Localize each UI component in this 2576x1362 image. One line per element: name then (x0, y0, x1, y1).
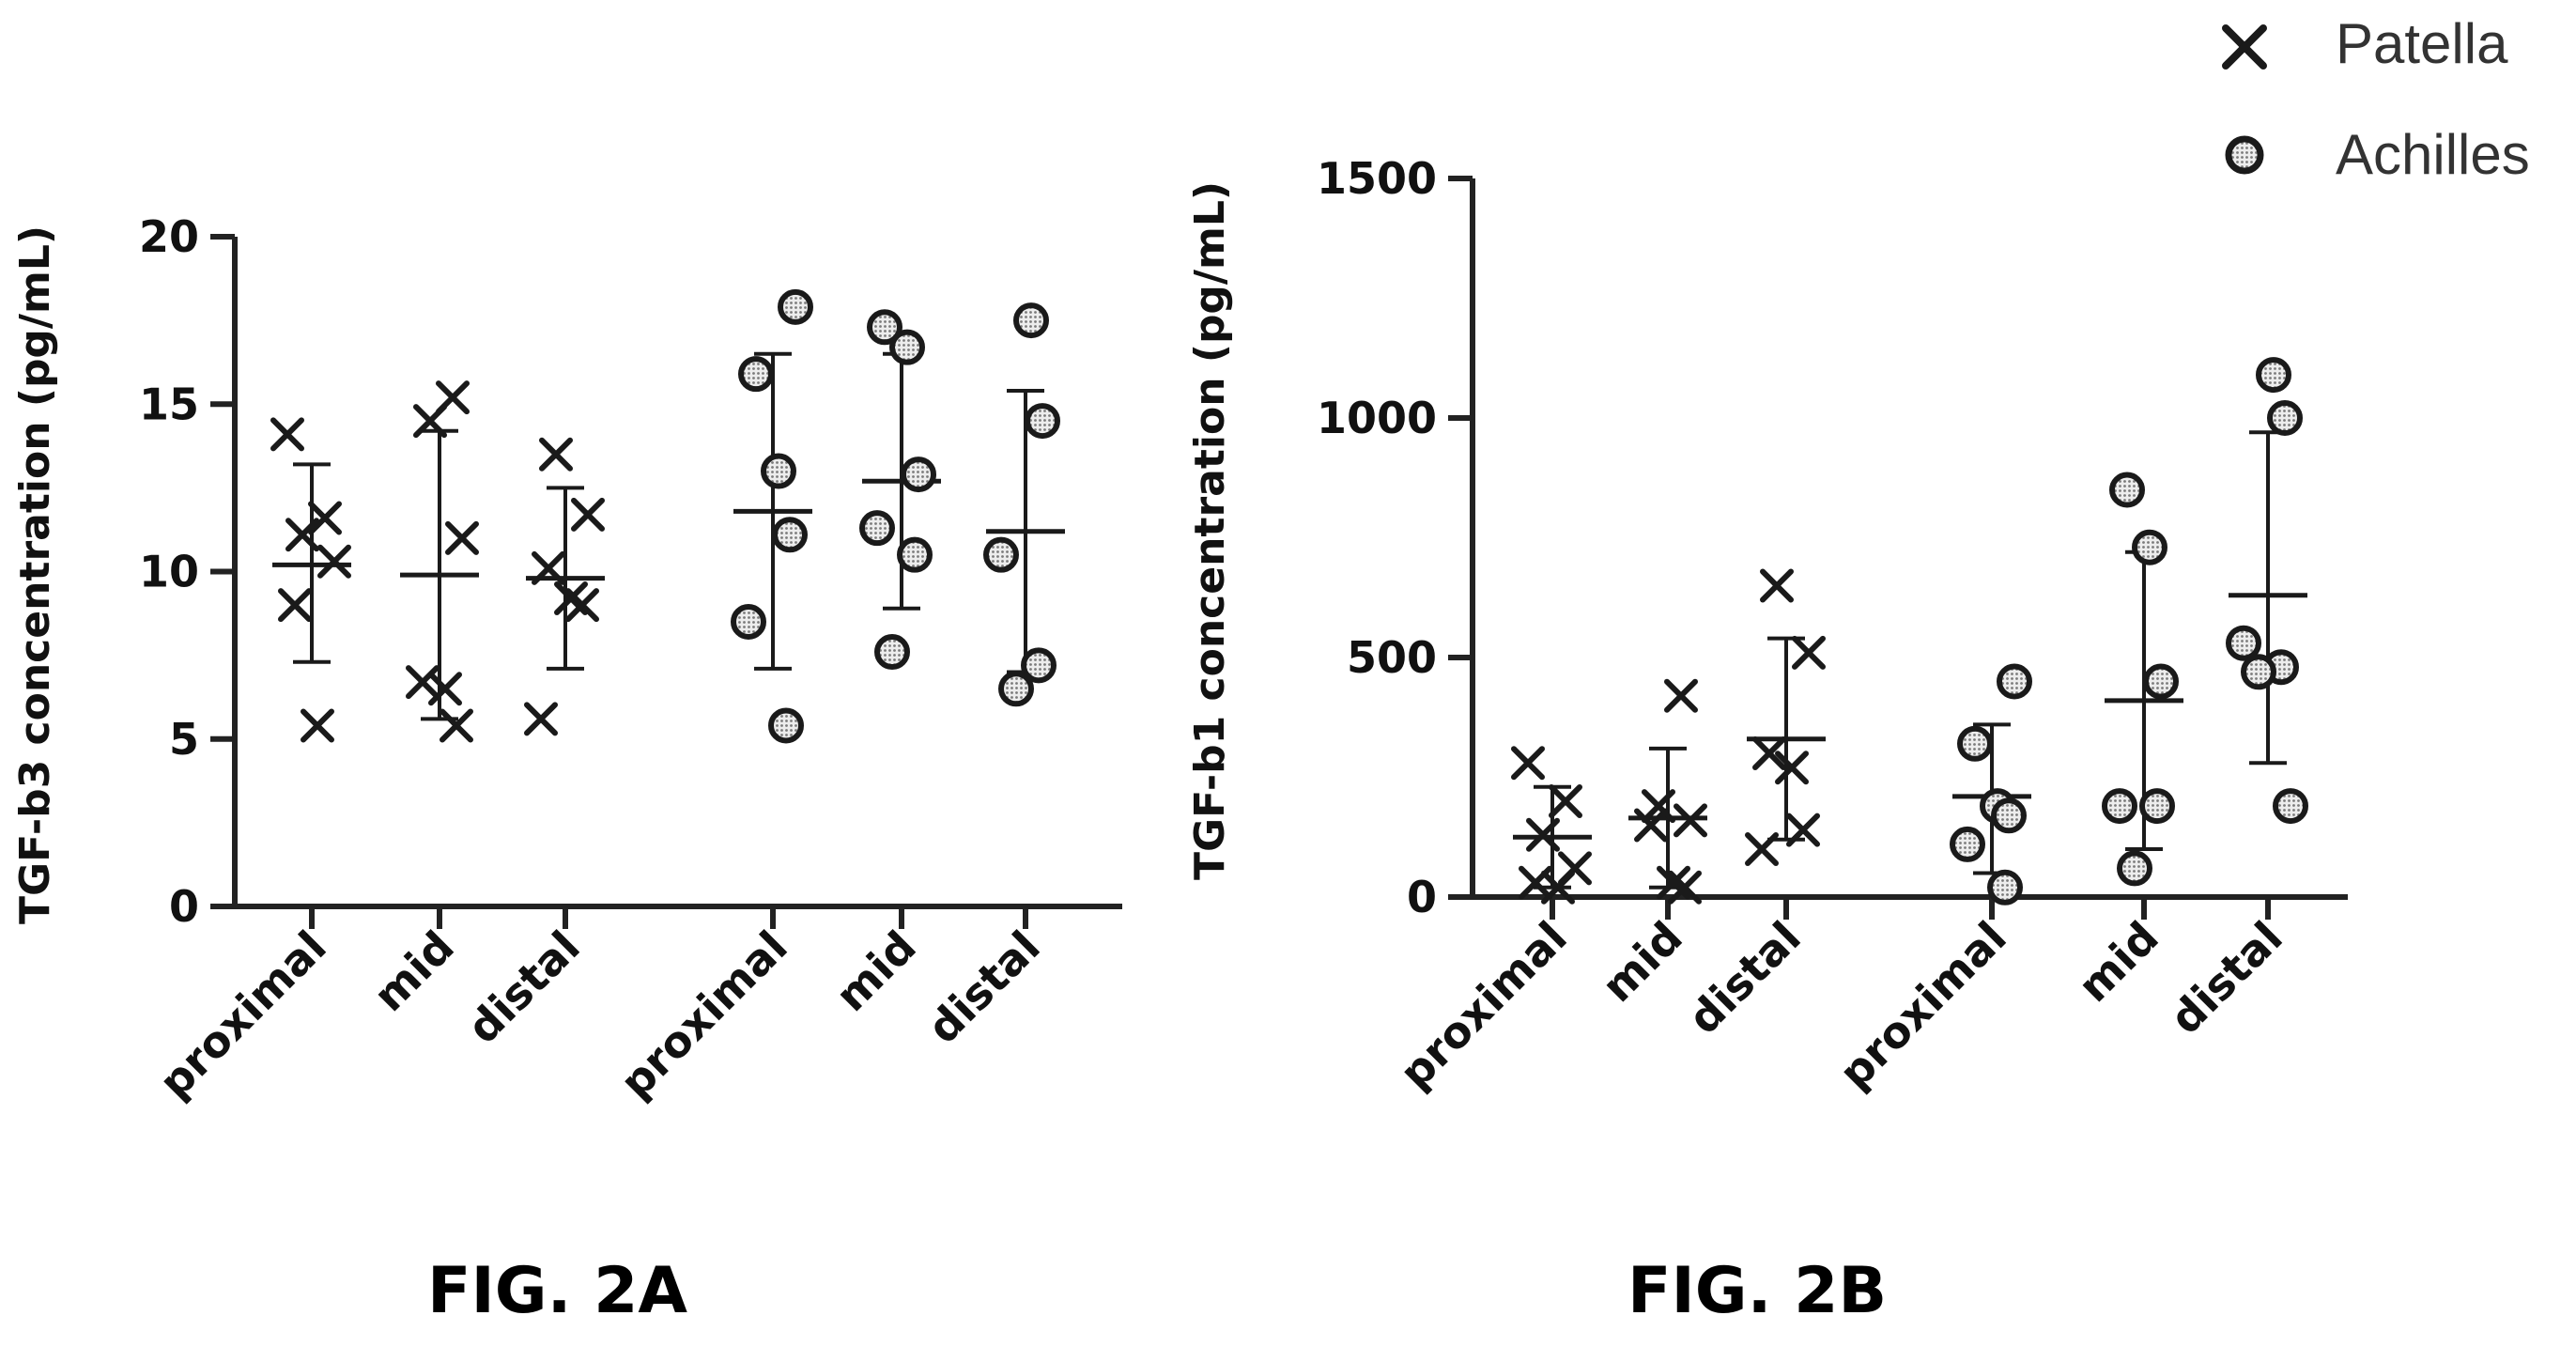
chart-2a-point-patella (571, 497, 605, 532)
chart-2a-point-patella (565, 588, 599, 623)
chart-2a-xtick-label: mid (363, 921, 464, 1022)
chart-2a-point-patella (285, 518, 319, 552)
chart-2a-xtick-label: mid (825, 921, 926, 1022)
chart-2b-point-patella (1745, 832, 1779, 866)
chart-2a-xtick-label: distal (918, 921, 1050, 1054)
chart-2a-point-patella (524, 702, 558, 736)
chart-2b-xtick-label: distal (1678, 912, 1811, 1045)
chart-2a-point-patella (440, 708, 473, 743)
chart-2b-point-patella (1775, 751, 1809, 785)
chart-2a-point-patella (270, 417, 304, 452)
chart-2a-point-achilles (1025, 403, 1060, 440)
chart-2a-xtick-label: proximal (610, 921, 797, 1108)
chart-2a-point-achilles (874, 634, 910, 671)
chart-2a-ytick-label: 10 (139, 547, 199, 597)
chart-2b-point-patella (1642, 789, 1675, 824)
chart-2b-point-patella (1526, 817, 1560, 852)
chart-2b-point-patella (1549, 784, 1582, 818)
chart-2b-point-patella (1786, 813, 1820, 847)
chart-2a-point-achilles (998, 671, 1034, 707)
chart-2b-point-patella (1634, 808, 1668, 843)
chart-2a-point-achilles (889, 329, 925, 365)
chart-2a-point-patella (308, 501, 342, 535)
chart-2a-point-patella (278, 588, 312, 623)
chart-2b-xtick-label: proximal (1829, 912, 2016, 1099)
chart-2a-point-achilles (901, 457, 936, 493)
chart-2b-point-achilles (2267, 400, 2303, 436)
legend-marker-achilles (2225, 135, 2264, 175)
chart-2a-point-achilles (738, 356, 774, 393)
chart-2a-xtick-label: distal (457, 921, 590, 1054)
chart-2a-point-achilles (1013, 302, 1049, 339)
chart-2b-point-achilles (2273, 788, 2308, 825)
chart-2b-point-achilles (2102, 788, 2137, 825)
chart-2a-point-achilles (761, 453, 796, 489)
legend-label-patella: Patella (2336, 12, 2508, 75)
chart-2b-point-patella (1792, 635, 1826, 670)
figure-label-2b: FIG. 2B (1627, 1254, 1888, 1328)
chart-2b-point-achilles (2132, 529, 2167, 565)
chart-2b-point-achilles (1987, 869, 2023, 905)
chart-2a-point-achilles (1021, 647, 1057, 684)
chart-2a-xtick-label: proximal (149, 921, 336, 1108)
chart-2a-point-patella (413, 404, 447, 439)
chart-2a-ytick-label: 20 (139, 211, 199, 262)
chart-2b-point-achilles (1957, 725, 1993, 762)
chart-2b-ylabel: TGF-b1 concentration (pg/mL) (1186, 181, 1234, 880)
chart-2a-point-achilles (859, 510, 895, 547)
chart-2b-point-patella (1752, 736, 1786, 770)
chart-2b-point-achilles (2139, 788, 2175, 825)
chart-2b-point-achilles (2241, 654, 2276, 690)
chart-2a-point-achilles (867, 309, 902, 346)
chart-2a-ytick-label: 0 (169, 881, 199, 932)
legend-label-achilles: Achilles (2336, 123, 2530, 186)
chart-2a-ytick-label: 15 (139, 379, 199, 429)
chart-2b-xtick-label: mid (1592, 912, 1692, 1013)
chart-2b-ytick-label: 0 (1407, 872, 1437, 922)
chart-2a-point-achilles (897, 536, 933, 573)
chart-2a-ylabel: TGF-b3 concentration (pg/mL) (11, 225, 59, 924)
chart-2b-point-achilles (2109, 472, 2145, 508)
chart-2a-point-achilles (768, 707, 804, 744)
chart-2b-ytick-label: 1000 (1317, 393, 1437, 443)
chart-2a-point-patella (532, 550, 565, 585)
chart-2b-point-patella (1541, 870, 1575, 905)
chart-2a-point-achilles (983, 536, 1019, 573)
chart-2b-xtick-label: mid (2068, 912, 2168, 1013)
chart-2a-point-achilles (772, 517, 808, 553)
chart-2a-point-achilles (731, 603, 766, 640)
chart-2b-ytick-label: 500 (1347, 632, 1437, 683)
chart-2a-point-achilles (778, 288, 813, 325)
chart-2a-point-patella (445, 520, 479, 555)
chart-2b-xtick-label: proximal (1390, 912, 1577, 1099)
chart-2b-point-patella (1674, 803, 1707, 838)
chart-2b-point-achilles (1950, 826, 1985, 862)
chart-2a: TGF-b3 concentration (pg/mL) 0 5 10 15 20 pro… (11, 211, 1122, 1108)
chart-2b-point-patella (1760, 568, 1794, 603)
chart-2b-point-achilles (2117, 850, 2152, 887)
chart-2a-point-patella (539, 437, 573, 472)
chart-2b-point-achilles (1997, 663, 2032, 700)
chart-2b-point-patella (1511, 746, 1545, 781)
chart-2b-ytick-label: 1500 (1317, 153, 1437, 204)
chart-2b-point-patella (1664, 678, 1698, 713)
chart-2a-ytick-label: 5 (169, 714, 199, 765)
legend-marker-patella (2222, 24, 2267, 70)
chart-2b-xtick-label: distal (2160, 912, 2292, 1045)
chart-2b-point-achilles (2256, 357, 2291, 394)
chart-2b-point-achilles (2226, 625, 2261, 661)
chart-2b-point-achilles (2143, 663, 2179, 700)
chart-2b: TGF-b1 concentration (pg/mL) 0 500 1000 150… (1186, 153, 2348, 1099)
chart-2a-point-patella (406, 665, 440, 700)
chart-2a-point-patella (301, 708, 334, 743)
figure-label-2a: FIG. 2A (427, 1254, 688, 1328)
chart-2a-point-patella (317, 544, 351, 579)
chart-2b-point-achilles (1991, 797, 2027, 834)
chart-2a-point-patella (428, 672, 462, 706)
chart-2b-point-patella (1668, 870, 1702, 905)
